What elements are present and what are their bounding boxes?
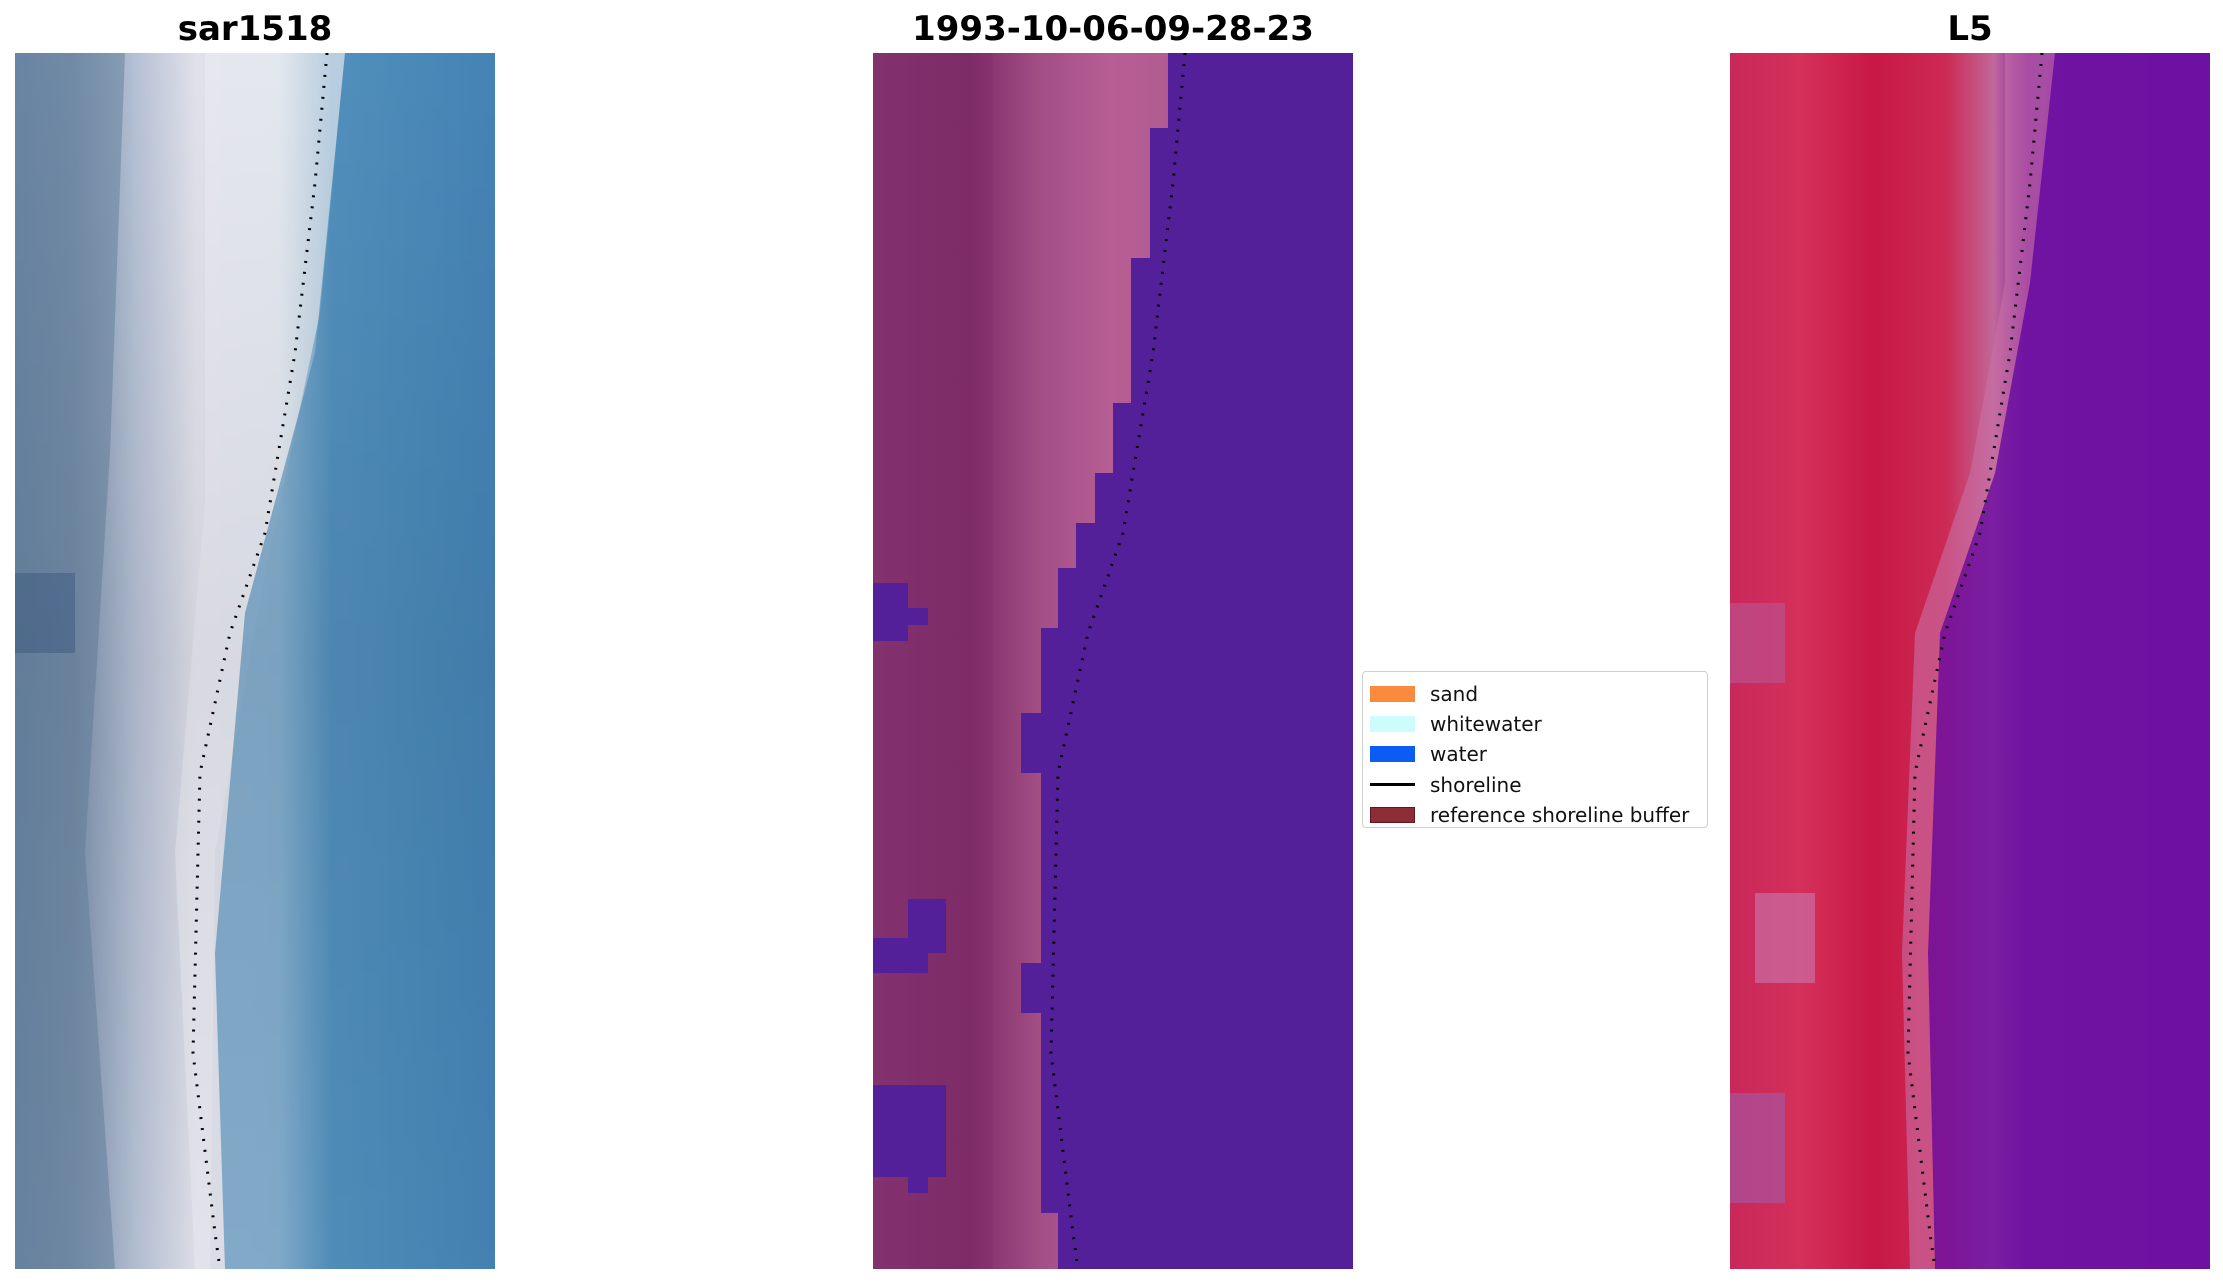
legend-label: water xyxy=(1430,742,1487,767)
legend-item-shoreline: shoreline xyxy=(1363,770,1707,800)
legend: sand whitewater water shoreline referenc… xyxy=(1362,671,1708,828)
rgb-satellite-image xyxy=(15,53,495,1269)
legend-swatch-water xyxy=(1370,746,1415,763)
legend-label: sand xyxy=(1430,682,1479,707)
legend-item-whitewater: whitewater xyxy=(1363,709,1707,739)
legend-item-water: water xyxy=(1363,739,1707,769)
legend-item-reference-buffer: reference shoreline buffer xyxy=(1363,800,1707,830)
panel-title-mndwi: L5 xyxy=(1947,9,1993,49)
legend-label: shoreline xyxy=(1430,772,1522,797)
legend-swatch-shoreline xyxy=(1370,783,1415,787)
legend-label: whitewater xyxy=(1430,712,1542,737)
legend-swatch-reference-buffer xyxy=(1370,806,1415,823)
legend-label: reference shoreline buffer xyxy=(1430,802,1690,827)
panel-title-rgb: sar1518 xyxy=(177,9,333,49)
legend-swatch-sand xyxy=(1370,686,1415,703)
classified-image xyxy=(873,53,1353,1269)
legend-item-sand: sand xyxy=(1363,679,1707,709)
legend-swatch-whitewater xyxy=(1370,716,1415,733)
mndwi-image xyxy=(1730,53,2210,1269)
panel-title-classified: 1993-10-06-09-28-23 xyxy=(912,9,1314,49)
